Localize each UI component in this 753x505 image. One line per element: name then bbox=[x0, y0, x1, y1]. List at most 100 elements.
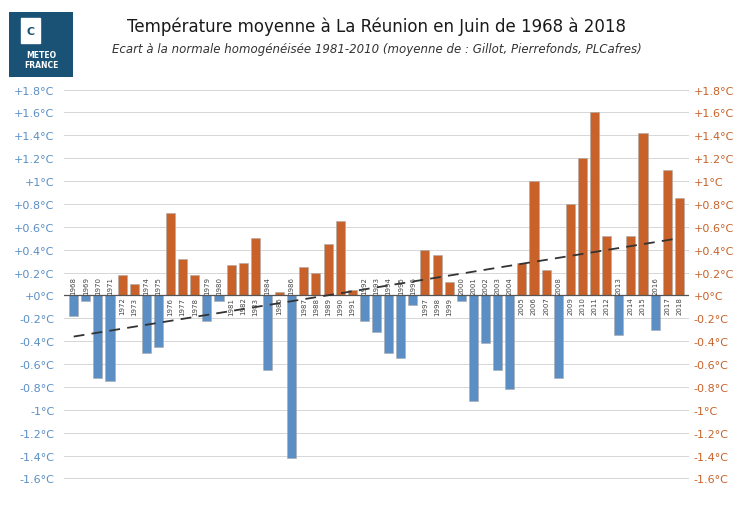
Text: 2007: 2007 bbox=[543, 297, 549, 315]
Text: 2000: 2000 bbox=[459, 277, 465, 294]
Bar bbox=[117, 275, 127, 296]
Bar bbox=[93, 296, 102, 378]
Bar bbox=[444, 282, 454, 296]
Text: 2017: 2017 bbox=[664, 297, 670, 315]
Bar bbox=[324, 244, 333, 296]
Text: Ecart à la normale homogénéisée 1981-2010 (moyenne de : Gillot, Pierrefonds, PLC: Ecart à la normale homogénéisée 1981-201… bbox=[111, 43, 642, 56]
Bar bbox=[408, 296, 417, 305]
Bar bbox=[493, 296, 502, 370]
Bar bbox=[651, 296, 660, 330]
Bar bbox=[142, 296, 151, 353]
Text: 1988: 1988 bbox=[313, 297, 319, 315]
Bar bbox=[239, 264, 248, 296]
Bar bbox=[203, 296, 212, 321]
Bar bbox=[275, 292, 284, 296]
Bar bbox=[663, 170, 672, 296]
Bar bbox=[130, 284, 139, 296]
Text: 2005: 2005 bbox=[519, 297, 525, 315]
Text: 1995: 1995 bbox=[398, 277, 404, 294]
Text: 2009: 2009 bbox=[567, 297, 573, 315]
Bar bbox=[372, 296, 381, 332]
Text: METEO
FRANCE: METEO FRANCE bbox=[24, 51, 58, 70]
Bar bbox=[566, 205, 575, 296]
Bar bbox=[215, 296, 224, 301]
Text: 2018: 2018 bbox=[676, 297, 682, 315]
Text: 1990: 1990 bbox=[337, 297, 343, 315]
Bar bbox=[251, 239, 260, 296]
Bar bbox=[602, 236, 611, 296]
Text: 1997: 1997 bbox=[422, 297, 428, 315]
Text: 2010: 2010 bbox=[579, 297, 585, 315]
Text: 2015: 2015 bbox=[640, 297, 646, 315]
Bar bbox=[590, 113, 599, 296]
Text: 2008: 2008 bbox=[555, 277, 561, 294]
Bar bbox=[517, 264, 526, 296]
Text: 1978: 1978 bbox=[192, 297, 198, 315]
Text: 1998: 1998 bbox=[434, 297, 440, 315]
Text: 1979: 1979 bbox=[204, 277, 210, 294]
Bar bbox=[529, 182, 538, 296]
Text: 2012: 2012 bbox=[604, 297, 610, 315]
Text: 1987: 1987 bbox=[301, 297, 306, 315]
Bar bbox=[614, 296, 623, 336]
Bar bbox=[166, 214, 175, 296]
Bar bbox=[312, 273, 321, 296]
Text: Température moyenne à La Réunion en Juin de 1968 à 2018: Température moyenne à La Réunion en Juin… bbox=[127, 18, 626, 36]
Bar bbox=[348, 290, 357, 296]
Text: 1982: 1982 bbox=[240, 297, 246, 315]
Bar bbox=[505, 296, 514, 389]
Bar bbox=[263, 296, 272, 370]
Text: 1991: 1991 bbox=[349, 297, 355, 315]
Text: 1980: 1980 bbox=[216, 277, 222, 294]
Text: 1973: 1973 bbox=[131, 297, 137, 315]
Text: 1985: 1985 bbox=[276, 297, 282, 315]
Text: 2004: 2004 bbox=[507, 277, 513, 294]
Text: 1976: 1976 bbox=[168, 297, 174, 315]
Text: 2003: 2003 bbox=[495, 277, 501, 294]
Bar bbox=[432, 256, 441, 296]
Bar bbox=[299, 267, 309, 296]
Text: 2014: 2014 bbox=[628, 297, 634, 315]
Bar bbox=[360, 296, 369, 321]
Text: 2001: 2001 bbox=[471, 277, 477, 294]
Text: 1999: 1999 bbox=[447, 297, 452, 315]
Text: 1996: 1996 bbox=[410, 277, 416, 294]
Text: 2002: 2002 bbox=[483, 277, 489, 294]
Text: 1984: 1984 bbox=[264, 277, 270, 294]
Text: 1993: 1993 bbox=[373, 277, 380, 294]
Text: 1971: 1971 bbox=[107, 277, 113, 294]
Bar bbox=[178, 259, 187, 296]
Text: 1970: 1970 bbox=[95, 277, 101, 294]
Text: 1977: 1977 bbox=[180, 297, 186, 315]
Bar bbox=[191, 275, 200, 296]
Bar bbox=[639, 134, 648, 296]
Text: 1972: 1972 bbox=[119, 297, 125, 315]
Text: 1975: 1975 bbox=[155, 277, 161, 294]
FancyBboxPatch shape bbox=[20, 19, 40, 44]
Bar bbox=[287, 296, 296, 458]
Bar bbox=[396, 296, 405, 359]
Bar bbox=[626, 236, 636, 296]
Bar bbox=[541, 271, 550, 296]
Text: 1968: 1968 bbox=[71, 277, 77, 294]
Text: 1992: 1992 bbox=[361, 277, 367, 294]
Bar bbox=[384, 296, 393, 353]
Bar bbox=[69, 296, 78, 316]
Text: 1994: 1994 bbox=[386, 277, 392, 294]
Text: 2013: 2013 bbox=[616, 277, 622, 294]
Bar bbox=[81, 296, 90, 301]
Bar bbox=[227, 265, 236, 296]
Text: 2006: 2006 bbox=[531, 297, 537, 315]
Text: 2011: 2011 bbox=[592, 297, 598, 315]
Text: 1983: 1983 bbox=[252, 297, 258, 315]
Text: 1974: 1974 bbox=[143, 277, 149, 294]
Text: 1989: 1989 bbox=[325, 297, 331, 315]
Bar bbox=[469, 296, 478, 401]
Bar bbox=[578, 159, 587, 296]
Bar bbox=[154, 296, 163, 347]
Bar bbox=[675, 199, 684, 296]
Bar bbox=[481, 296, 490, 344]
Text: 1969: 1969 bbox=[83, 277, 89, 294]
Bar bbox=[457, 296, 466, 301]
Bar bbox=[553, 296, 562, 378]
